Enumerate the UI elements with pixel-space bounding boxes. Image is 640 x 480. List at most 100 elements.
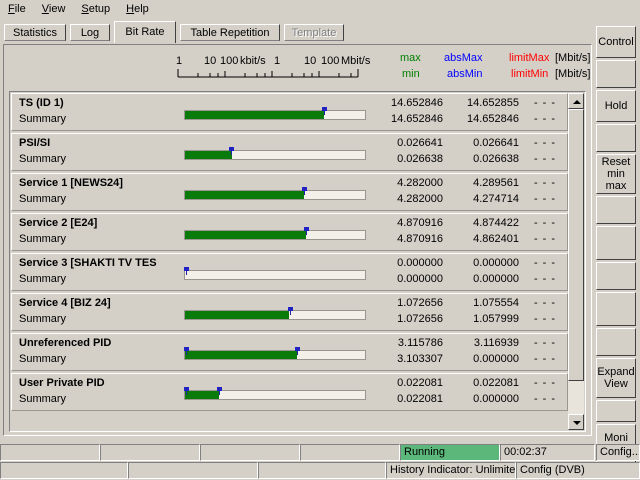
- side-button-reset-min-max[interactable]: Reset min max: [596, 154, 636, 194]
- header-absmin: absMin: [447, 68, 483, 80]
- side-button-blank-9[interactable]: [596, 328, 636, 356]
- side-button-label: Hold: [604, 100, 628, 112]
- status-config[interactable]: Config...: [596, 444, 640, 461]
- side-button-blank-6[interactable]: [596, 226, 636, 260]
- cell-limitmax: - - -: [533, 297, 557, 309]
- bar-marker: [295, 347, 300, 355]
- bar-marker: [302, 187, 307, 195]
- marker-stem: [304, 187, 305, 195]
- cell-limitmax: - - -: [533, 377, 557, 389]
- bar-fill: [185, 311, 289, 319]
- tab-statistics[interactable]: Statistics: [4, 24, 66, 41]
- side-button-blank-8[interactable]: [596, 292, 636, 326]
- status-running[interactable]: Running: [400, 444, 500, 461]
- scroll-up-button[interactable]: [568, 93, 584, 109]
- side-button-blank-5[interactable]: [596, 196, 636, 224]
- row-subtitle: Summary: [19, 153, 67, 165]
- scrollbar-thumb[interactable]: [568, 109, 584, 381]
- tab-bit-rate[interactable]: Bit Rate: [114, 21, 176, 43]
- status-panel-1: [128, 462, 258, 479]
- vertical-scrollbar[interactable]: [568, 93, 584, 430]
- bar-fill: [185, 151, 232, 159]
- cell-limitmin: - - -: [533, 193, 557, 205]
- table-row[interactable]: User Private PID Summary 0.022081 0.022081 0…: [11, 373, 568, 411]
- bitrate-list[interactable]: TS (ID 1) Summary 14.652846 14.652846 14.652…: [11, 93, 568, 430]
- cell-absmax: 4.874422: [473, 217, 519, 229]
- side-button-hold[interactable]: Hold: [596, 90, 636, 122]
- row-title: Service 3 [SHAKTI TV TES: [19, 257, 157, 269]
- side-button-blank-11[interactable]: [596, 400, 636, 422]
- bar-track: [184, 270, 366, 280]
- cell-absmax: 0.000000: [473, 257, 519, 269]
- row-subtitle: Summary: [19, 353, 67, 365]
- header-limitmin: limitMin: [511, 68, 549, 80]
- cell-min: 0.026638: [397, 153, 443, 165]
- row-title: Service 2 [E24]: [19, 217, 98, 229]
- triangle-up-icon: [573, 100, 581, 104]
- tab-log[interactable]: Log: [70, 24, 110, 41]
- cell-max: 14.652846: [391, 97, 443, 109]
- cell-max: 0.000000: [397, 257, 443, 269]
- bar-track: [184, 150, 366, 160]
- bitrate-bar: [184, 347, 366, 360]
- header-max: max: [400, 52, 421, 64]
- bitrate-bar: [184, 307, 366, 320]
- header-absmax: absMax: [444, 52, 483, 64]
- ruler-label-1m: 1: [274, 55, 281, 67]
- bar-marker: [184, 267, 189, 275]
- marker-stem: [231, 147, 232, 155]
- side-button-blank-3[interactable]: [596, 124, 636, 152]
- side-button-blank-1[interactable]: [596, 60, 636, 88]
- cell-min: 14.652846: [391, 113, 443, 125]
- menu-item-setup[interactable]: Setup: [81, 3, 111, 15]
- menu-bar: File View Setup Help: [0, 0, 640, 20]
- cell-max: 3.115786: [397, 337, 443, 349]
- row-subtitle: Summary: [19, 113, 67, 125]
- cell-absmin: 0.000000: [473, 353, 519, 365]
- menu-item-file[interactable]: File: [8, 3, 26, 15]
- cell-absmin: 0.026638: [473, 153, 519, 165]
- bar-marker: [229, 147, 234, 155]
- tab-strip: Statistics Log Bit Rate Table Repetition Tem…: [0, 21, 640, 43]
- status-00-02-37[interactable]: 00:02:37: [500, 444, 595, 461]
- bitrate-bar: [184, 187, 366, 200]
- scroll-down-button[interactable]: [568, 414, 584, 430]
- table-row[interactable]: PSI/SI Summary 0.026641 0.026638 0.026641 0.0…: [11, 133, 568, 171]
- side-button-control[interactable]: Control: [596, 26, 636, 58]
- tab-table-repetition[interactable]: Table Repetition: [180, 24, 280, 41]
- menu-accelerator: V: [41, 3, 49, 15]
- cell-absmin: 0.000000: [473, 273, 519, 285]
- table-row[interactable]: TS (ID 1) Summary 14.652846 14.652846 14.652…: [11, 93, 568, 131]
- menu-item-help[interactable]: Help: [126, 3, 149, 15]
- table-row[interactable]: Service 4 [BIZ 24] Summary 1.072656 1.07265…: [11, 293, 568, 331]
- header-min: min: [402, 68, 420, 80]
- ruler-label-mbit: Mbit/s: [341, 55, 371, 67]
- menu-item-view[interactable]: View: [41, 3, 66, 15]
- bar-marker: [304, 227, 309, 235]
- marker-stem: [324, 107, 325, 115]
- cell-absmax: 3.116939: [473, 337, 519, 349]
- cell-absmin: 4.274714: [473, 193, 519, 205]
- status-bar-top: Running 00:02:37 Config...: [0, 444, 640, 461]
- cell-limitmin: - - -: [533, 313, 557, 325]
- side-button-blank-7[interactable]: [596, 262, 636, 290]
- cell-limitmax: - - -: [533, 137, 557, 149]
- cell-limitmin: - - -: [533, 233, 557, 245]
- bar-fill: [185, 111, 324, 119]
- side-button-expand-view[interactable]: Expand View: [596, 358, 636, 398]
- cell-limitmin: - - -: [533, 153, 557, 165]
- table-row[interactable]: Service 1 [NEWS24] Summary 4.282000 4.28200…: [11, 173, 568, 211]
- table-row[interactable]: Service 3 [SHAKTI TV TES Summary 0.000000 0…: [11, 253, 568, 291]
- table-row[interactable]: Unreferenced PID Summary 3.115786 3.103307 3…: [11, 333, 568, 371]
- tab-template: Template: [284, 24, 344, 41]
- header-unit-bottom: [Mbit/s]: [555, 68, 591, 80]
- cell-limitmin: - - -: [533, 353, 557, 365]
- status-history-indicator-unlimited[interactable]: History Indicator: Unlimited: [386, 462, 516, 479]
- row-title: User Private PID: [19, 377, 105, 389]
- cell-limitmax: - - -: [533, 97, 557, 109]
- column-header: 1 10 100 kbit/s 1 10 100 Mbit/s max min …: [4, 45, 591, 90]
- status-config-dvb[interactable]: Config (DVB): [516, 462, 640, 479]
- header-limitmax: limitMax: [509, 52, 550, 64]
- scrollbar-track[interactable]: [568, 109, 584, 414]
- table-row[interactable]: Service 2 [E24] Summary 4.870916 4.870916 4.…: [11, 213, 568, 251]
